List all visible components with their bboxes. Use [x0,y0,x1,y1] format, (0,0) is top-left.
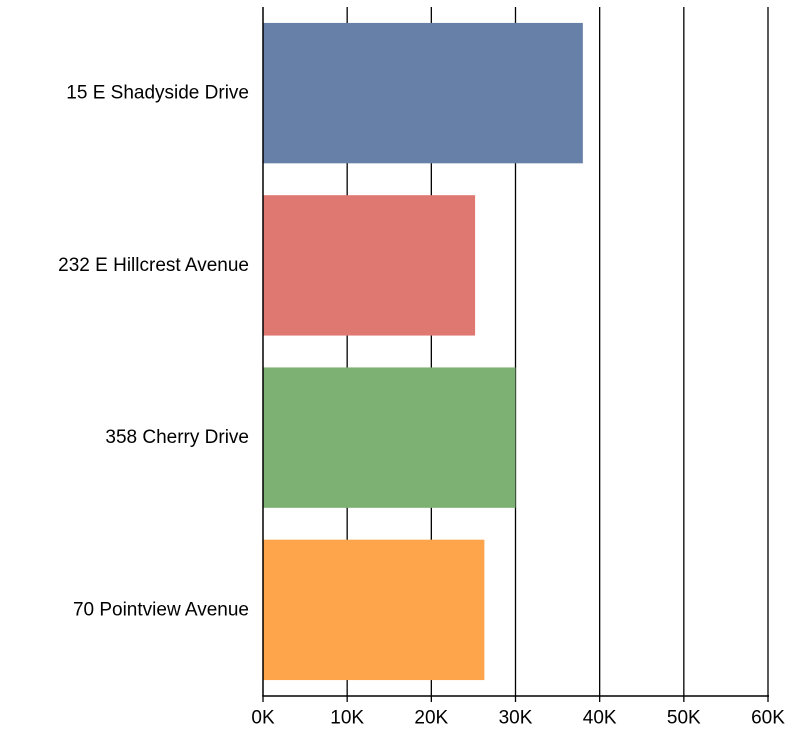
category-labels: 15 E Shadyside Drive 232 E Hillcrest Aven… [58,83,249,621]
tick-label: 20K [414,708,448,729]
axes [262,7,769,702]
category-label: 15 E Shadyside Drive [66,83,249,104]
bar [263,539,485,681]
category-label: 358 Cherry Drive [105,427,249,448]
tick-label: 60K [751,708,785,729]
tick-label: 50K [667,708,701,729]
tick-label: 0K [251,708,275,729]
tick-label: 40K [583,708,617,729]
tick-labels: 0K 10K 20K 30K 40K 50K 60K [251,708,785,729]
bar [263,22,583,164]
category-label: 232 E Hillcrest Avenue [58,255,249,276]
tick-label: 10K [330,708,364,729]
bar [263,367,516,508]
bars [263,22,583,681]
tick-label: 30K [499,708,533,729]
category-label: 70 Pointview Avenue [73,599,249,620]
bar [263,195,476,336]
